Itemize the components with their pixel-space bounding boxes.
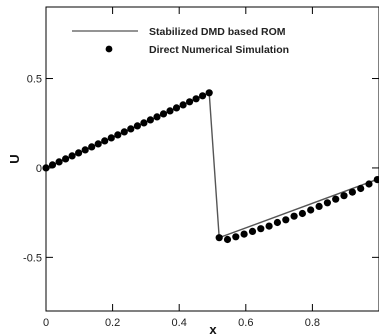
dns-point	[120, 128, 128, 136]
dns-point	[179, 101, 187, 109]
dns-point	[75, 149, 83, 157]
dns-point	[215, 234, 223, 242]
dns-point	[348, 188, 356, 196]
dns-point	[373, 176, 379, 184]
dns-point	[62, 155, 70, 163]
dns-point	[133, 122, 141, 130]
dns-point	[172, 104, 181, 112]
y-axis-ticks: -0.5 0 0.5	[23, 74, 379, 264]
dns-point	[88, 143, 96, 151]
dns-point	[332, 195, 340, 203]
dns-point	[282, 216, 290, 224]
rom-line	[45, 91, 379, 239]
legend-label-rom: Stabilized DMD based ROM	[149, 26, 286, 38]
x-tick-label: 0	[43, 317, 49, 329]
dns-point	[257, 225, 265, 233]
y-tick-label: 0.5	[27, 74, 42, 86]
legend-marker-swatch	[105, 45, 113, 53]
dns-point	[199, 92, 207, 100]
dns-point	[290, 212, 298, 220]
plot-frame	[45, 6, 379, 312]
dns-point	[192, 95, 200, 103]
dns-point	[81, 146, 89, 154]
dns-point	[114, 131, 122, 139]
dns-point	[273, 218, 281, 227]
dns-point	[107, 134, 115, 142]
dns-point	[323, 199, 331, 207]
dns-point	[146, 116, 154, 124]
dns-point	[48, 161, 57, 169]
dns-point	[248, 227, 257, 235]
series-layer	[42, 89, 379, 244]
dns-point	[307, 206, 315, 214]
x-tick-label: 0.4	[172, 317, 187, 329]
y-tick-label: -0.5	[23, 252, 42, 264]
dns-point	[315, 202, 323, 210]
dns-point	[223, 235, 232, 244]
dns-point	[55, 158, 63, 166]
legend: Stabilized DMD based ROM Direct Numerica…	[72, 26, 289, 56]
dns-point	[140, 119, 148, 127]
dns-point	[232, 233, 240, 241]
dns-point	[205, 89, 213, 97]
dns-point	[186, 98, 194, 106]
y-tick-label: 0	[36, 163, 42, 175]
dns-point	[42, 164, 50, 172]
dns-point	[298, 209, 306, 218]
dns-point	[159, 110, 168, 118]
x-axis-ticks: 0 0.2 0.4 0.6 0.8	[43, 7, 320, 329]
y-axis-label: U	[7, 154, 22, 163]
dns-point	[166, 107, 174, 115]
dns-point	[153, 113, 161, 121]
dns-point	[101, 137, 109, 145]
x-tick-label: 0.6	[238, 317, 253, 329]
x-tick-label: 0.2	[105, 317, 120, 329]
dns-point	[340, 192, 348, 200]
dns-point	[68, 152, 76, 160]
x-axis-label: x	[209, 322, 217, 336]
dns-point	[94, 140, 102, 148]
dns-point	[265, 222, 273, 230]
legend-label-dns: Direct Numerical Simulation	[149, 44, 289, 56]
x-tick-label: 0.8	[305, 317, 320, 329]
dns-point	[365, 180, 373, 188]
dns-point	[357, 184, 365, 193]
dns-point	[127, 125, 135, 133]
dns-point	[240, 230, 248, 238]
